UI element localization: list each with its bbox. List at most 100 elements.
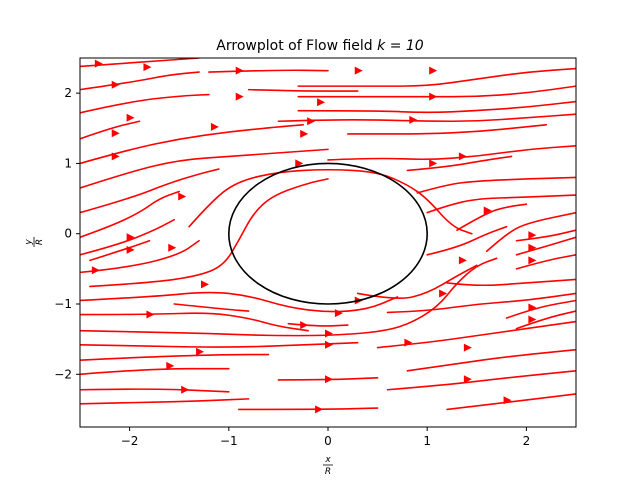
streamline-30 [347,123,548,135]
flow-arrow-37 [463,343,472,352]
x-tick-label: −2 [121,434,139,448]
flow-arrow-32 [404,338,413,347]
flow-arrow-5 [429,66,438,75]
flow-arrow-36 [315,405,324,414]
streamline-23 [237,407,379,411]
streamline-46 [376,320,576,349]
y-label-numerator: y [24,239,34,246]
streamline-9 [89,239,151,262]
flow-arrow-4 [354,66,363,75]
streamline-17 [80,353,270,362]
flow-arrow-17 [429,159,438,168]
flow-arrow-25 [146,310,155,319]
flow-arrow-35 [181,385,190,394]
streamline-44 [515,310,576,330]
flow-arrow-33 [166,361,175,370]
y-axis-ticks: −2 −1 0 1 2 [54,86,80,381]
flow-arrow-44 [528,243,537,252]
plot-frame [79,57,577,428]
flow-arrow-19 [178,192,187,201]
streamline-43 [386,292,576,314]
streamline-14 [80,312,309,332]
flow-arrow-3 [235,66,244,75]
streamline-5 [80,148,329,189]
y-tick-label: −1 [54,297,72,311]
streamline-10 [80,239,200,274]
flow-arrow-39 [503,396,512,405]
flow-arrow-7 [317,98,326,107]
flow-arrow-46 [528,303,537,312]
flow-arrow-18 [458,152,467,161]
streamline-31 [327,145,576,161]
streamline-25 [297,67,576,87]
streamline-28 [297,100,576,114]
streamline-15 [80,257,498,337]
streamline-27 [297,85,576,98]
x-tick-label: −1 [220,434,238,448]
flow-arrow-11 [307,117,316,126]
flow-arrow-43 [528,231,537,240]
streamline-20 [80,398,250,405]
x-axis-label: x R [323,455,333,477]
streamline-22 [287,322,349,327]
flow-arrow-20 [126,233,135,242]
streamline-7 [80,190,180,239]
flow-arrow-21 [126,245,135,254]
streamline-6 [80,168,220,214]
flow-arrow-41 [483,206,492,215]
chart-title-prefix: Arrowplot of Flow field [216,38,377,54]
streamline-11 [188,168,473,235]
flow-arrow-42 [458,256,467,265]
streamline-21 [173,303,250,312]
cylinder-circle [228,162,428,305]
streamline-48 [386,369,576,391]
streamline-37 [515,229,576,242]
flow-arrow-40 [439,289,448,298]
streamline-8 [80,218,176,256]
y-tick-label: 2 [64,86,72,100]
streamline-49 [446,393,576,411]
x-axis-ticks: −2 −1 0 1 2 [121,427,530,448]
streamline-32 [416,176,576,194]
streamline-47 [406,348,576,372]
streamline-50 [247,88,359,92]
flow-arrow-30 [325,340,333,349]
flow-arrow-10 [210,122,219,131]
flow-arrow-31 [196,347,205,356]
flow-arrow-12 [409,115,418,124]
flow-arrow-47 [528,315,537,324]
flow-arrow-14 [300,129,309,138]
flow-arrow-1 [143,63,152,72]
streamline-38 [515,236,576,256]
y-label-denominator: R [35,239,45,245]
flow-arrow-16 [295,159,304,168]
arrows-group [91,59,537,414]
flow-arrow-22 [168,243,177,252]
streamline-36 [456,203,528,231]
flow-arrow-38 [463,375,472,384]
streamline-12 [89,178,329,288]
flow-arrow-6 [235,92,244,101]
streamline-34 [426,194,576,214]
streamline-33 [406,155,513,172]
x-tick-label: 0 [324,434,332,448]
streamline-19 [80,388,230,393]
flow-arrow-9 [126,113,135,122]
chart-title-math: k = 10 [377,38,424,54]
streamline-40 [356,264,478,299]
y-tick-label: 1 [64,156,72,170]
flow-arrow-0 [94,59,103,68]
flow-arrow-24 [201,280,209,289]
flow-arrow-45 [528,256,537,265]
streamline-13 [80,291,399,313]
streamline-3 [80,120,141,140]
x-tick-label: 1 [423,434,431,448]
flow-arrow-29 [325,329,333,338]
x-tick-label: 2 [523,434,531,448]
streamline-42 [446,278,576,287]
streamline-2 [80,93,210,114]
streamline-18 [80,367,230,376]
streamline-35 [485,211,576,253]
streamline-4 [80,123,304,165]
streamline-41 [426,225,508,256]
